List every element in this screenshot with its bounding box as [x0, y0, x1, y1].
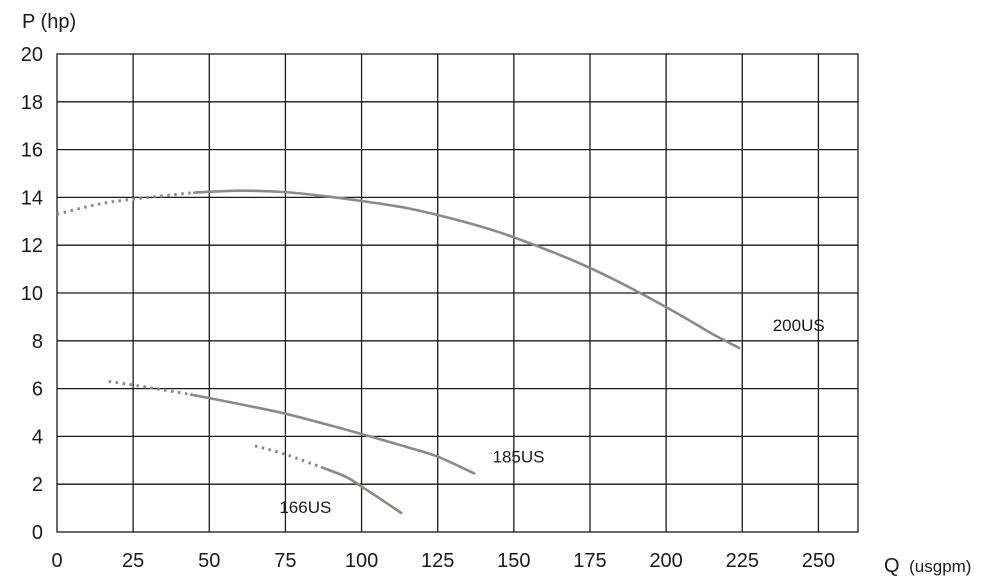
x-axis-label: Q (usgpm) [884, 555, 971, 577]
series-label-166us: 166US [279, 498, 331, 517]
y-tick-label-14: 14 [21, 187, 43, 209]
series-labels: 200US 185US 166US [279, 316, 824, 517]
x-tick-label-125: 125 [421, 550, 454, 572]
y-tick-label-0: 0 [32, 522, 43, 544]
y-tick-label-18: 18 [21, 92, 43, 114]
curve-166us-dotted [254, 444, 323, 469]
x-tick-label-225: 225 [726, 550, 759, 572]
x-tick-label-250: 250 [802, 550, 835, 572]
curve-185us-dotted [108, 379, 192, 397]
grid [56, 53, 859, 533]
curve-200us-solid [192, 189, 741, 350]
curve-166us-solid [320, 466, 403, 515]
y-axis-label: P (hp) [22, 11, 76, 33]
x-tick-label-25: 25 [122, 550, 144, 572]
curve-185us-solid [189, 393, 476, 475]
y-tick-label-16: 16 [21, 140, 43, 162]
series-curves [56, 189, 741, 515]
y-tick-label-4: 4 [32, 426, 43, 448]
x-tick-label-200: 200 [649, 550, 682, 572]
y-tick-label-10: 10 [21, 283, 43, 305]
y-tick-label-6: 6 [32, 379, 43, 401]
y-tick-label-12: 12 [21, 235, 43, 257]
y-tick-label-2: 2 [32, 474, 43, 496]
x-tick-label-75: 75 [274, 550, 296, 572]
x-tick-label-150: 150 [497, 550, 530, 572]
series-label-185us: 185US [493, 448, 545, 467]
x-tick-label-100: 100 [345, 550, 378, 572]
y-tick-label-20: 20 [21, 44, 43, 66]
x-axis-label-unit: (usgpm) [909, 557, 971, 576]
x-tick-label-175: 175 [573, 550, 606, 572]
x-tick-label-50: 50 [198, 550, 220, 572]
tick-labels: 0 25 50 75 100 125 150 175 200 225 250 0 2 4 6 8 10 12 14 1… [21, 44, 835, 572]
y-tick-label-8: 8 [32, 331, 43, 353]
series-label-200us: 200US [773, 316, 825, 335]
curve-200us-dotted [56, 191, 195, 216]
x-tick-label-0: 0 [51, 550, 62, 572]
x-axis-label-main: Q [884, 555, 900, 577]
